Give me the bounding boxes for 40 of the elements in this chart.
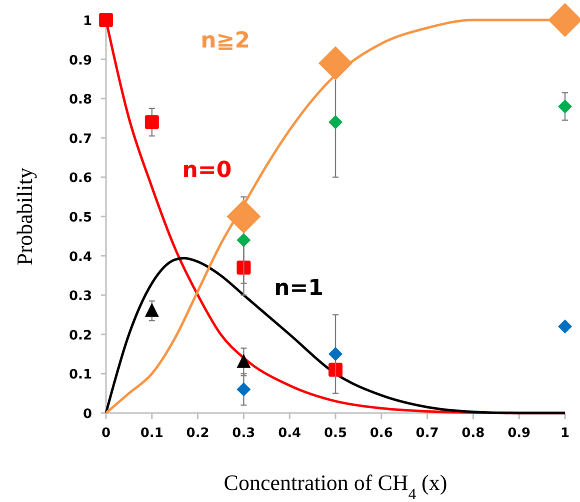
x-tick-label: 0.5 (324, 426, 348, 441)
point (236, 382, 251, 396)
y-tick-label: 0.9 (68, 53, 92, 68)
x-tick-label: 0.1 (140, 426, 164, 441)
x-tick-label: 0.4 (278, 426, 302, 441)
y-tick-label: 0.2 (68, 328, 92, 344)
point (236, 233, 251, 248)
x-tick-label: 0.8 (462, 426, 485, 441)
y-tick-label: 0.5 (68, 210, 92, 226)
y-tick-label: 0.1 (68, 368, 92, 383)
series-label: n=1 (274, 276, 324, 302)
series-label: n=0 (182, 158, 232, 184)
y-tick-label: 1 (82, 14, 92, 29)
point (144, 302, 159, 317)
y-axis-title: Probability (12, 168, 37, 266)
point (144, 115, 159, 130)
point (328, 362, 342, 377)
point (226, 200, 261, 234)
y-tick-label: 0.8 (68, 92, 92, 108)
point (558, 99, 572, 114)
y-tick-label: 0 (82, 407, 92, 422)
text: n≧2 (200, 28, 250, 54)
y-tick-label: 0.7 (68, 132, 92, 147)
point (236, 354, 251, 368)
x-tick-label: 0.3 (232, 426, 256, 441)
point (99, 13, 113, 27)
point (328, 347, 342, 362)
point (328, 115, 342, 130)
y-tick-label: 0.3 (68, 289, 92, 304)
x-tick-label: 0 (101, 426, 111, 441)
y-tick-label: 0.6 (68, 171, 92, 186)
y-tick-label: 0.4 (68, 250, 92, 265)
x-axis-title: Concentration of CH$_{4}$ (x) (224, 470, 448, 502)
x-tick-label: 1 (560, 426, 570, 441)
x-tick-label: 0.9 (508, 426, 531, 441)
x-tick-label: 0.7 (416, 426, 439, 441)
point (318, 46, 352, 80)
x-tick-label: 0.2 (186, 426, 210, 441)
point (558, 320, 572, 334)
x-tick-label: 0.6 (370, 426, 393, 441)
